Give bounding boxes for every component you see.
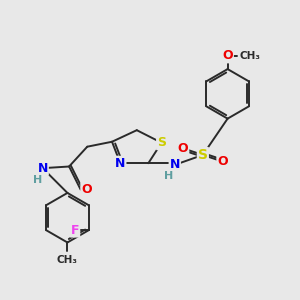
Text: O: O: [178, 142, 188, 155]
Text: O: O: [217, 155, 228, 168]
Text: O: O: [81, 183, 92, 196]
Text: H: H: [164, 171, 173, 181]
Text: H: H: [33, 175, 42, 185]
Text: CH₃: CH₃: [57, 255, 78, 265]
Text: N: N: [115, 157, 125, 170]
Text: S: S: [157, 136, 166, 149]
Text: CH₃: CH₃: [239, 51, 260, 61]
Text: N: N: [169, 158, 180, 171]
Text: F: F: [71, 224, 79, 237]
Text: N: N: [38, 162, 48, 175]
Text: O: O: [222, 50, 233, 62]
Text: S: S: [198, 148, 208, 162]
